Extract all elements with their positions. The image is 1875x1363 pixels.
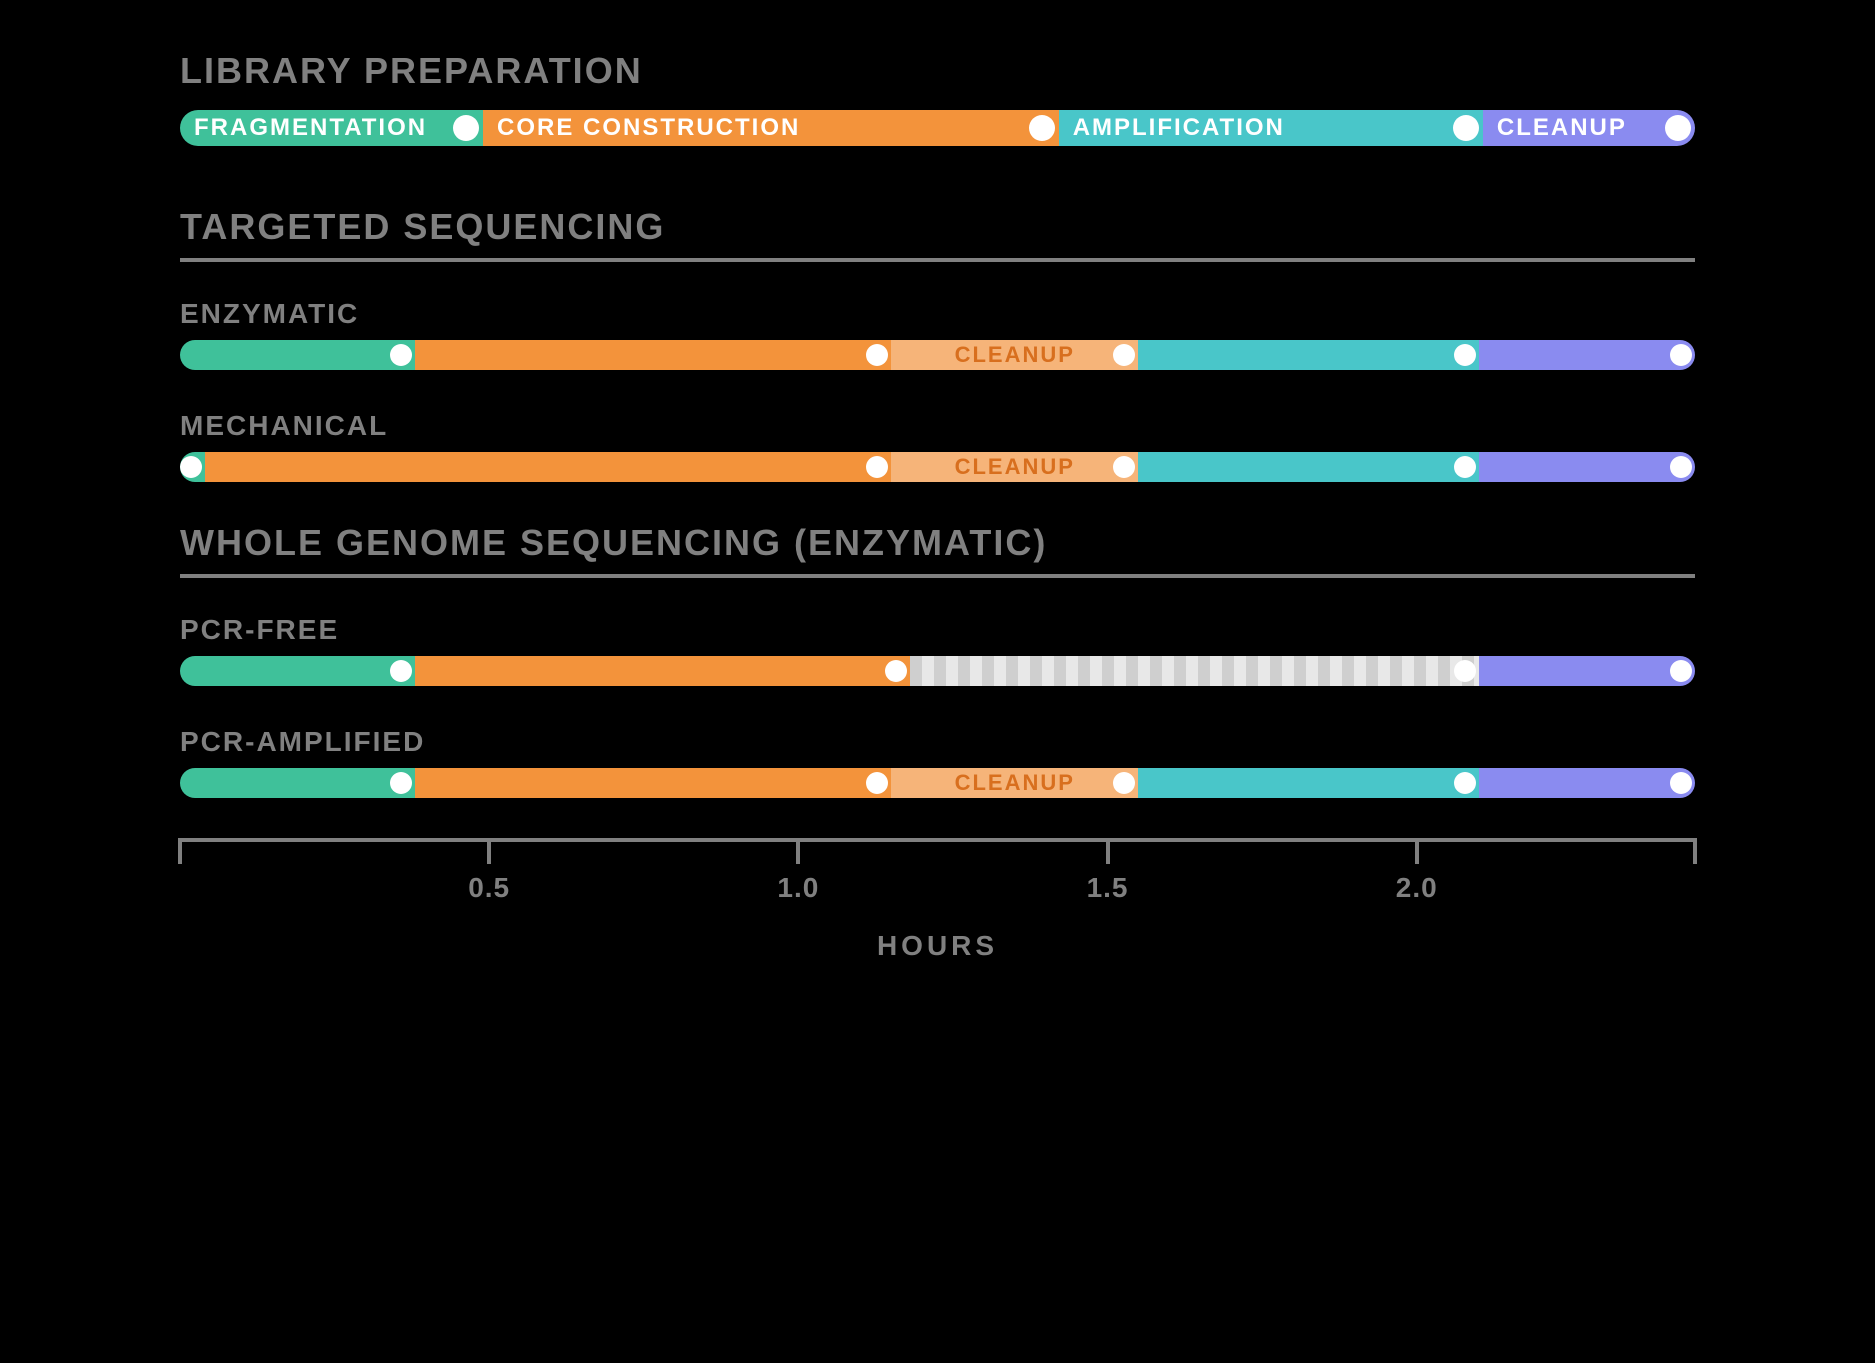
chart-canvas: LIBRARY PREPARATION FRAGMENTATIONCORE CO… <box>180 0 1695 958</box>
segment-dot <box>1454 344 1476 366</box>
segment-cleanup <box>1479 656 1695 686</box>
section-title: WHOLE GENOME SEQUENCING (ENZYMATIC) <box>180 522 1695 578</box>
segment-dot <box>1454 772 1476 794</box>
segment-dot <box>390 772 412 794</box>
segment-inline-label: CLEANUP <box>955 454 1075 480</box>
legend-seg-amplification: AMPLIFICATION <box>1059 110 1483 146</box>
segment-cleanup <box>1479 340 1695 370</box>
segment-cleanup <box>1479 452 1695 482</box>
x-axis: HOURS 0.51.01.52.0 <box>180 838 1695 958</box>
legend-dot <box>453 115 479 141</box>
segment-amplification <box>1138 452 1478 482</box>
row-label: PCR-AMPLIFIED <box>180 726 1695 758</box>
segment-dot <box>1670 772 1692 794</box>
segment-core_cleanup: CLEANUP <box>891 340 1138 370</box>
row-label: ENZYMATIC <box>180 298 1695 330</box>
segment-fragmentation <box>180 768 415 798</box>
segment-dot <box>390 344 412 366</box>
axis-tick <box>1106 838 1110 864</box>
axis-tick <box>487 838 491 864</box>
row-label: PCR-FREE <box>180 614 1695 646</box>
axis-tick-label: 0.5 <box>468 872 510 904</box>
segment-dot <box>1454 660 1476 682</box>
axis-tick <box>796 838 800 864</box>
segment-cleanup <box>1479 768 1695 798</box>
segment-core <box>415 656 910 686</box>
axis-line <box>180 838 1695 842</box>
segment-dot <box>866 456 888 478</box>
segment-dot <box>1670 660 1692 682</box>
segment-dot <box>1113 772 1135 794</box>
segment-core_cleanup: CLEANUP <box>891 452 1138 482</box>
axis-tick-label: 1.5 <box>1087 872 1129 904</box>
segment-core <box>415 340 891 370</box>
legend-seg-core: CORE CONSTRUCTION <box>483 110 1059 146</box>
segment-core <box>415 768 891 798</box>
segment-skipped <box>910 656 1479 686</box>
segment-dot <box>180 456 202 478</box>
segment-inline-label: CLEANUP <box>955 770 1075 796</box>
segment-fragmentation <box>180 340 415 370</box>
segment-dot <box>866 344 888 366</box>
segment-fragmentation <box>180 656 415 686</box>
axis-tick-label: 2.0 <box>1396 872 1438 904</box>
segment-dot <box>1670 456 1692 478</box>
timeline-bar: CLEANUP <box>180 768 1695 798</box>
segment-dot <box>885 660 907 682</box>
legend-seg-cleanup: CLEANUP <box>1483 110 1695 146</box>
legend-seg-fragmentation: FRAGMENTATION <box>180 110 483 146</box>
segment-dot <box>390 660 412 682</box>
legend-dot <box>1665 115 1691 141</box>
segment-dot <box>866 772 888 794</box>
main-title: LIBRARY PREPARATION <box>180 50 1695 92</box>
axis-tick <box>178 838 182 864</box>
legend-dot <box>1453 115 1479 141</box>
timeline-bar: CLEANUP <box>180 452 1695 482</box>
sections-container: TARGETED SEQUENCING ENZYMATIC CLEANUP MECHA… <box>180 206 1695 798</box>
axis-tick <box>1415 838 1419 864</box>
segment-amplification <box>1138 340 1478 370</box>
segment-core <box>205 452 891 482</box>
segment-dot <box>1113 344 1135 366</box>
segment-amplification <box>1138 768 1478 798</box>
axis-tick-label: 1.0 <box>777 872 819 904</box>
segment-inline-label: CLEANUP <box>955 342 1075 368</box>
segment-core_cleanup: CLEANUP <box>891 768 1138 798</box>
legend-bar: FRAGMENTATIONCORE CONSTRUCTIONAMPLIFICAT… <box>180 110 1695 146</box>
timeline-bar: CLEANUP <box>180 340 1695 370</box>
axis-title: HOURS <box>877 930 998 962</box>
segment-dot <box>1670 344 1692 366</box>
segment-dot <box>1113 456 1135 478</box>
axis-tick <box>1693 838 1697 864</box>
timeline-bar <box>180 656 1695 686</box>
legend-dot <box>1029 115 1055 141</box>
segment-dot <box>1454 456 1476 478</box>
row-label: MECHANICAL <box>180 410 1695 442</box>
section-title: TARGETED SEQUENCING <box>180 206 1695 262</box>
